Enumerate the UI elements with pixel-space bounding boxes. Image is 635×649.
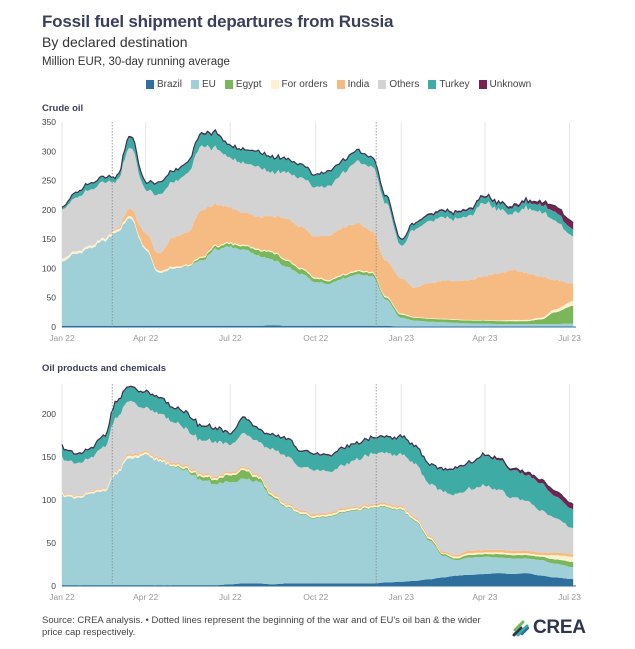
area-india: [62, 202, 574, 321]
area-turkey: [62, 387, 574, 529]
total-outline: [61, 128, 574, 241]
legend: Brazil EU Egypt For orders India Others …: [146, 79, 531, 90]
legend-item-unknown: Unknown: [478, 79, 532, 90]
crea-logo: CREA: [512, 617, 586, 639]
legend-swatch: [270, 80, 279, 89]
x-tick-label: Apr 23: [472, 333, 497, 343]
x-tick-label: Oct 22: [303, 592, 328, 602]
y-tick-label: 250: [42, 176, 56, 186]
y-tick-label: 200: [42, 409, 56, 419]
area-brazil: [62, 573, 574, 586]
y-tick-label: 0: [51, 322, 56, 332]
legend-swatch: [224, 80, 233, 89]
y-tick-label: 50: [47, 293, 57, 303]
legend-label: Egypt: [235, 79, 262, 90]
logo-text: CREA: [533, 617, 586, 638]
units-label: Million EUR, 30-day running average: [42, 56, 230, 68]
y-tick-label: 100: [42, 263, 56, 273]
x-tick-label: Jan 22: [49, 333, 75, 343]
legend-item-brazil: Brazil: [146, 79, 182, 90]
area-eu: [62, 218, 574, 327]
y-tick-label: 200: [42, 205, 56, 215]
legend-label: Turkey: [439, 79, 470, 90]
y-tick-label: 150: [42, 234, 56, 244]
total-outline: [61, 385, 574, 506]
legend-item-turkey: Turkey: [428, 79, 470, 90]
x-tick-label: Jan 23: [388, 333, 414, 343]
y-tick-label: 0: [51, 581, 56, 591]
x-tick-label: Jul 22: [219, 592, 242, 602]
panel-title-crude-oil: Crude oil: [42, 103, 84, 114]
legend-item-eu: EU: [191, 79, 216, 90]
x-tick-label: Apr 23: [472, 592, 497, 602]
x-tick-label: Jul 22: [219, 333, 242, 343]
area-others: [62, 400, 574, 555]
legend-item-for-orders: For orders: [270, 79, 328, 90]
legend-item-others: Others: [378, 79, 419, 90]
legend-label: Brazil: [157, 79, 183, 90]
x-tick-label: Jul 23: [558, 333, 581, 343]
area-egypt: [62, 454, 574, 568]
chart-subtitle: By declared destination: [42, 34, 188, 50]
legend-swatch: [478, 80, 487, 89]
x-tick-label: Apr 22: [133, 333, 158, 343]
legend-label: Unknown: [489, 79, 532, 90]
x-tick-label: Jan 22: [49, 592, 75, 602]
x-tick-label: Jan 23: [388, 592, 414, 602]
chart-title: Fossil fuel shipment departures from Rus…: [42, 12, 394, 31]
area-unknown: [62, 129, 574, 240]
legend-swatch: [146, 80, 154, 89]
legend-swatch: [428, 80, 437, 89]
crude-oil-chart: Jan 22 Apr 22 Jul 22 Oct 22 Jan 23 Apr 23 Jul …: [42, 117, 581, 343]
legend-label: Others: [389, 79, 420, 90]
legend-swatch: [336, 80, 345, 89]
crea-leaf-icon: [512, 620, 530, 637]
area-others: [62, 145, 574, 289]
x-tick-label: Apr 22: [133, 592, 158, 602]
y-tick-label: 300: [42, 146, 56, 156]
area-eu: [62, 454, 574, 586]
legend-label: India: [347, 79, 370, 90]
legend-label: For orders: [281, 79, 328, 90]
panel-title-oil-products: Oil products and chemicals: [42, 363, 167, 374]
oil-products-chart: Jan 22 Apr 22 Jul 22 Oct 22 Jan 23 Apr 23 Jul …: [42, 384, 581, 602]
legend-item-india: India: [336, 79, 370, 90]
legend-label: EU: [202, 79, 216, 90]
x-tick-label: Oct 22: [303, 333, 328, 343]
y-tick-label: 350: [42, 117, 56, 127]
y-tick-label: 50: [47, 538, 57, 548]
legend-swatch: [191, 80, 200, 89]
source-note: Source: CREA analysis. • Dotted lines re…: [42, 615, 481, 638]
y-tick-label: 150: [42, 452, 56, 462]
legend-swatch: [378, 80, 387, 89]
legend-item-egypt: Egypt: [224, 79, 262, 90]
y-tick-label: 100: [42, 495, 56, 505]
x-tick-label: Jul 23: [558, 592, 581, 602]
